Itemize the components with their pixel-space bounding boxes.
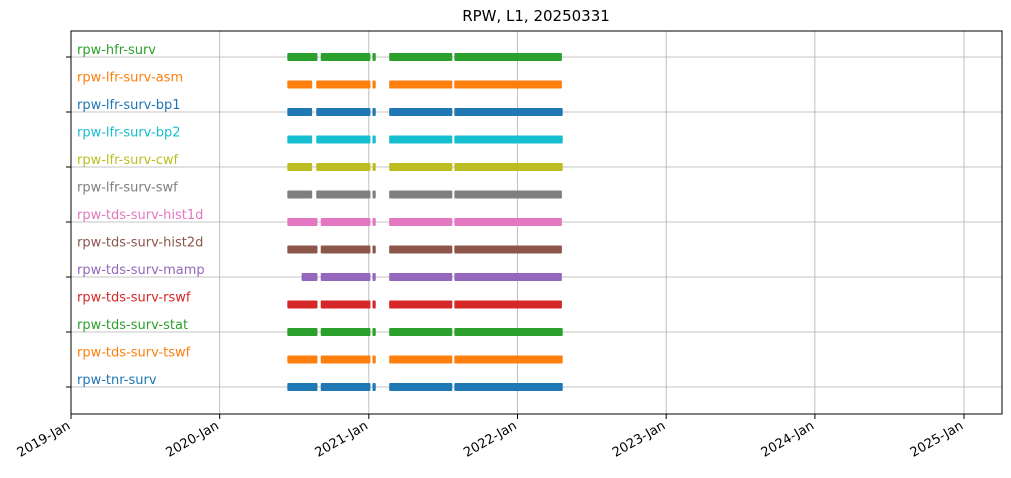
coverage-bar (372, 273, 376, 281)
coverage-bar (316, 190, 371, 199)
coverage-bar (372, 300, 376, 309)
coverage-bar (389, 108, 453, 116)
x-tick-label: 2019-Jan (15, 418, 73, 460)
coverage-bar (389, 218, 453, 226)
coverage-bar (389, 190, 453, 199)
series-label: rpw-lfr-surv-swf (77, 181, 178, 196)
series-label: rpw-tds-surv-mamp (77, 263, 205, 278)
coverage-bar (454, 135, 563, 144)
coverage-bar (454, 218, 562, 226)
coverage-bar (372, 163, 376, 171)
coverage-bar (320, 328, 371, 336)
series-label: rpw-hfr-surv (77, 43, 156, 58)
coverage-bar (389, 135, 453, 144)
coverage-bar (389, 163, 453, 171)
coverage-bar (320, 355, 371, 364)
coverage-bar (454, 80, 562, 89)
coverage-bar (316, 80, 371, 89)
coverage-bar (316, 163, 371, 171)
coverage-bar (287, 135, 313, 144)
coverage-bar (320, 53, 371, 61)
series-labels: rpw-hfr-surv rpw-lfr-surv-asm rpw-lfr-surv… (77, 43, 205, 388)
coverage-bar (454, 355, 563, 364)
x-tick-label: 2022-Jan (461, 418, 519, 460)
coverage-bar (389, 245, 453, 254)
coverage-bar (454, 163, 563, 171)
series-label: rpw-tnr-surv (77, 373, 157, 388)
coverage-bar (372, 383, 376, 391)
coverage-bar (287, 53, 318, 61)
coverage-bar (389, 355, 453, 364)
coverage-bar (389, 53, 453, 61)
coverage-bar (287, 300, 318, 309)
coverage-bar (372, 328, 376, 336)
bars-layer (287, 53, 563, 391)
x-tick-label: 2023-Jan (610, 418, 668, 460)
coverage-bar (320, 245, 371, 254)
coverage-bar (389, 328, 453, 336)
coverage-bar (301, 273, 318, 281)
coverage-bar (454, 273, 562, 281)
x-axis-ticks: 2019-Jan 2020-Jan 2021-Jan 2022-Jan 2023-Jan… (15, 56, 966, 461)
coverage-bar (454, 190, 562, 199)
coverage-bar (287, 328, 318, 336)
coverage-bar (389, 80, 453, 89)
coverage-bar (372, 108, 376, 116)
plot-frame (70, 30, 1003, 415)
coverage-bar (287, 218, 318, 226)
coverage-bar (372, 355, 376, 364)
series-label: rpw-tds-surv-stat (77, 318, 188, 333)
coverage-bar (372, 53, 376, 61)
coverage-bar (389, 273, 453, 281)
coverage-bar (454, 300, 562, 309)
coverage-bar (372, 80, 376, 89)
coverage-bar (372, 218, 376, 226)
coverage-bar (287, 383, 318, 391)
coverage-bar (454, 245, 562, 254)
series-label: rpw-lfr-surv-cwf (77, 153, 178, 168)
coverage-bar (389, 300, 453, 309)
series-label: rpw-tds-surv-hist2d (77, 236, 203, 251)
coverage-bar (454, 328, 563, 336)
coverage-bar (454, 383, 563, 391)
x-tick-label: 2021-Jan (313, 418, 371, 460)
x-tick-label: 2025-Jan (908, 418, 966, 460)
coverage-bar (287, 355, 318, 364)
coverage-bar (287, 245, 318, 254)
coverage-bar (287, 80, 313, 89)
coverage-bar (372, 245, 376, 254)
coverage-bar (454, 53, 562, 61)
chart-title: RPW, L1, 20250331 (462, 7, 610, 25)
coverage-bar (287, 108, 313, 116)
coverage-bar (320, 383, 371, 391)
coverage-bar (389, 383, 453, 391)
coverage-bar (316, 108, 371, 116)
x-tick-label: 2020-Jan (163, 418, 221, 460)
series-label: rpw-tds-surv-hist1d (77, 208, 203, 223)
coverage-bar (320, 273, 371, 281)
series-label: rpw-tds-surv-tswf (77, 346, 191, 361)
series-label: rpw-lfr-surv-asm (77, 71, 183, 86)
x-tick-label: 2024-Jan (759, 418, 817, 460)
coverage-bar (287, 163, 313, 171)
coverage-bar (316, 135, 371, 144)
coverage-bar (320, 218, 371, 226)
coverage-bar (320, 300, 371, 309)
series-label: rpw-tds-surv-rswf (77, 291, 191, 306)
coverage-bar (454, 108, 563, 116)
coverage-bar (287, 190, 313, 199)
coverage-bar (372, 190, 376, 199)
coverage-bar (372, 135, 376, 144)
series-label: rpw-lfr-surv-bp2 (77, 126, 180, 141)
series-label: rpw-lfr-surv-bp1 (77, 98, 180, 113)
